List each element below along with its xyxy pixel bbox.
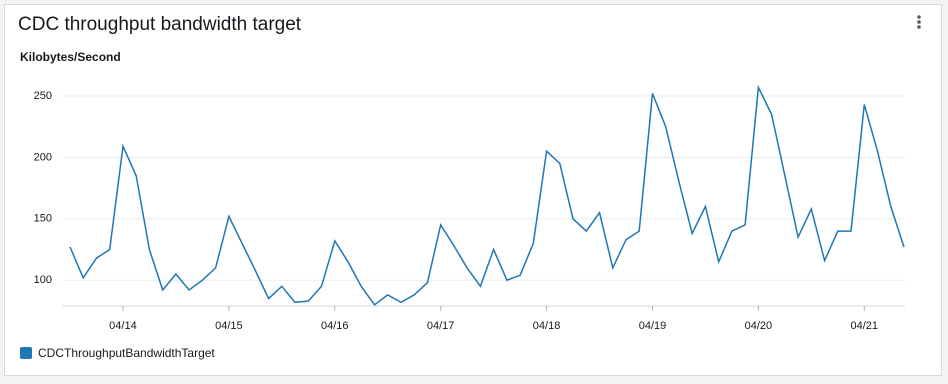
x-tick-label: 04/19 [639,320,667,332]
x-tick-label: 04/16 [321,320,349,332]
chart-title: CDC throughput bandwidth target [18,14,302,35]
legend-label: CDCThroughputBandwidthTarget [38,346,215,360]
widget [4,4,942,376]
y-tick-label: 200 [34,151,52,163]
x-tick-label: 04/15 [215,320,243,332]
y-tick-label: 100 [34,274,52,286]
x-tick-label: 04/18 [533,320,561,332]
legend-swatch [20,347,32,359]
menu-icon[interactable] [917,15,921,29]
x-tick-label: 04/21 [851,320,879,332]
line-series [69,84,905,306]
y-axis-label: Kilobytes/Second [20,50,121,64]
x-tick-label: 04/20 [745,320,773,332]
x-tick-label: 04/17 [427,320,455,332]
y-tick-label: 250 [34,90,52,102]
x-tick-label: 04/14 [109,320,137,332]
y-tick-label: 150 [34,213,52,225]
